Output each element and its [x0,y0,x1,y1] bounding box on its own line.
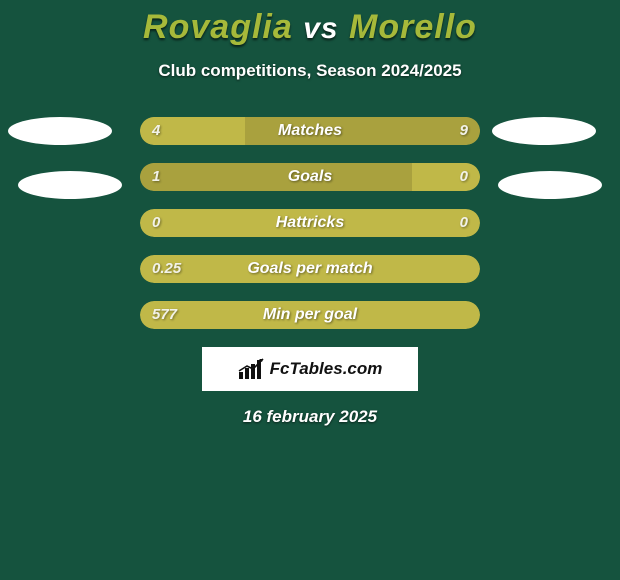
player-oval-1 [8,117,112,145]
player-oval-3 [18,171,122,199]
subtitle: Club competitions, Season 2024/2025 [0,61,620,81]
player-oval-4 [498,171,602,199]
stat-value-left: 1 [152,163,160,191]
date-text: 16 february 2025 [0,407,620,427]
stat-label: Hattricks [140,209,480,237]
vs-text: vs [303,12,338,45]
stats-area: Matches49Goals10Hattricks00Goals per mat… [0,117,620,329]
stat-value-right: 0 [460,209,468,237]
brand-badge: FcTables.com [202,347,418,391]
stat-row-mpg: Min per goal577 [140,301,480,329]
stat-label: Goals per match [140,255,480,283]
stat-row-gpm: Goals per match0.25 [140,255,480,283]
stat-label: Min per goal [140,301,480,329]
stat-label: Matches [140,117,480,145]
stat-row-matches: Matches4 9 [140,117,480,145]
stat-value-left: 0 [152,209,160,237]
stat-row-goals: Goals1 0 [140,163,480,191]
card-title: Rovaglia vs Morello [0,0,620,47]
brand-text: FcTables.com [270,359,383,379]
stat-value-left: 4 [152,117,160,145]
player-oval-2 [492,117,596,145]
stat-value-left: 577 [152,301,177,329]
player1-name: Rovaglia [143,8,293,46]
stat-value-right: 0 [460,163,468,191]
stat-label: Goals [140,163,480,191]
stat-row-hattricks: Hattricks0 0 [140,209,480,237]
brand-chart-icon [238,358,266,380]
comparison-card: Rovaglia vs Morello Club competitions, S… [0,0,620,580]
player2-name: Morello [349,8,477,46]
stat-value-left: 0.25 [152,255,181,283]
stat-value-right: 9 [460,117,468,145]
